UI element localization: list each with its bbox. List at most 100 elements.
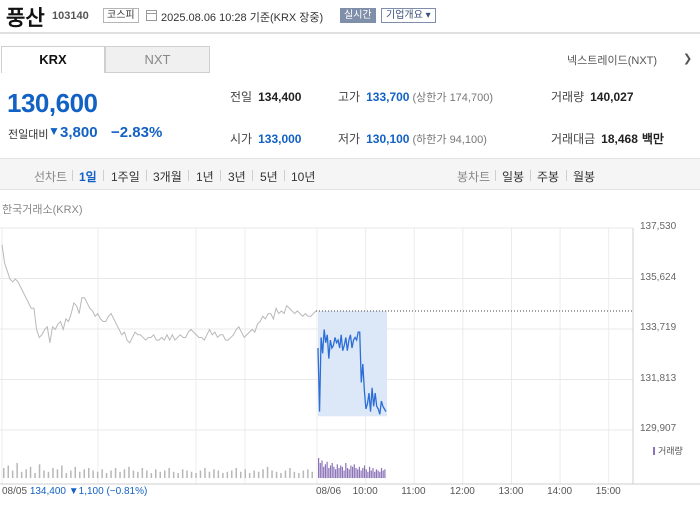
down-arrow-icon: ▼: [68, 486, 79, 497]
period-1d[interactable]: 1일: [79, 170, 97, 184]
quote-timestamp: 2025.08.06 10:28 기준(KRX 장중): [161, 9, 323, 25]
x-tick-label: 12:00: [449, 486, 475, 497]
volume-bar: [235, 468, 237, 478]
volume-bar: [52, 468, 54, 478]
volume-bar: [195, 473, 197, 478]
volume-bar: [384, 469, 386, 479]
volume-bar: [377, 470, 379, 478]
volume-bar: [326, 461, 328, 479]
prev-day-price-line: [1, 244, 317, 344]
volume-item: 거래량 140,027: [551, 88, 634, 105]
divider: [566, 170, 567, 181]
volume-bar: [7, 465, 9, 478]
volume-bar: [164, 470, 166, 478]
volume-bar: [47, 471, 50, 479]
realtime-button[interactable]: 실시간: [340, 8, 376, 23]
diff-rate: −2.83%: [111, 124, 163, 141]
volume-bar: [128, 466, 130, 479]
company-overview-label: 기업개요: [386, 10, 423, 21]
period-5y[interactable]: 5년: [260, 170, 278, 184]
chevron-right-icon[interactable]: ❯: [683, 53, 693, 65]
stock-name: 풍산: [6, 7, 45, 30]
volume-bar: [20, 471, 23, 479]
volume-bar: [114, 468, 117, 478]
volume-bar: [146, 470, 148, 478]
timestamp-value: 2025.08.06 10:28: [161, 12, 247, 24]
prev-close-label: 전일: [230, 90, 253, 104]
volume-bar: [311, 471, 313, 479]
low-value: 130,100: [366, 132, 410, 146]
volume-bar: [177, 473, 179, 478]
volume-bar: [248, 473, 251, 478]
stock-code: 103140: [52, 10, 89, 22]
period-10y[interactable]: 10년: [291, 170, 316, 184]
volume-bar: [362, 468, 364, 478]
diff-label: 전일대비: [8, 129, 49, 141]
volume-bar: [341, 466, 343, 479]
open-label: 시가: [230, 132, 253, 146]
volume-bar: [370, 470, 372, 478]
volume-bar: [318, 458, 320, 478]
volume-bar: [231, 470, 233, 478]
volume-bar: [88, 468, 90, 478]
x-tick-label: 11:00: [401, 486, 426, 497]
candle-daily[interactable]: 일봉: [502, 170, 525, 184]
divider: [188, 170, 189, 181]
volume-bar: [375, 469, 377, 479]
volume-bar: [331, 463, 333, 478]
high-label: 고가: [338, 90, 361, 104]
divider: [530, 170, 531, 181]
volume-bar: [302, 470, 305, 478]
volume-bar: [105, 473, 108, 478]
candle-monthly[interactable]: 월봉: [573, 170, 596, 184]
candle-weekly[interactable]: 주봉: [537, 170, 560, 184]
period-1w[interactable]: 1주일: [111, 170, 140, 184]
volume-bar: [262, 469, 264, 479]
prev-day-price: 134,400: [29, 486, 66, 497]
volume-bar: [204, 468, 206, 478]
amount-item: 거래대금 18,468 백만: [551, 130, 664, 147]
nextrade-link[interactable]: 넥스트레이드(NXT): [567, 55, 658, 67]
volume-legend-swatch: [653, 447, 655, 455]
amount-label: 거래대금: [551, 132, 596, 146]
volume-bar: [333, 466, 335, 479]
today-price-line: [317, 329, 387, 415]
volume-bar: [3, 468, 5, 478]
y-tick-label: 137,530: [640, 221, 677, 232]
tab-krx[interactable]: KRX: [1, 46, 105, 73]
divider: [252, 170, 253, 181]
low-item: 저가 130,100 (하한가 94,100): [338, 130, 487, 147]
volume-legend: 거래량: [653, 444, 683, 457]
price-chart: [0, 227, 700, 485]
volume-bar: [96, 471, 99, 479]
high-item: 고가 133,700 (상한가 174,700): [338, 88, 493, 105]
period-3y[interactable]: 3년: [228, 170, 246, 184]
volume-bar: [257, 471, 260, 479]
volume-bar: [34, 473, 36, 478]
market-badge: 코스피: [103, 8, 139, 23]
volume-bar: [336, 464, 338, 479]
volume-bar: [323, 466, 325, 479]
volume-value: 140,027: [590, 90, 634, 104]
volume-bar: [150, 473, 153, 478]
volume-bar: [137, 471, 139, 479]
volume-bar: [208, 471, 211, 479]
volume-bar: [293, 471, 296, 479]
diff-value: 3,800: [60, 124, 98, 141]
x-tick-label: 13:00: [498, 486, 524, 497]
tab-nxt[interactable]: NXT: [105, 46, 210, 73]
volume-bar: [374, 471, 376, 479]
divider: [220, 170, 221, 181]
volume-bar: [367, 471, 369, 479]
volume-bar: [335, 469, 337, 479]
volume-bar: [363, 465, 366, 478]
volume-bar: [123, 469, 126, 479]
volume-bar: [307, 469, 309, 479]
period-3m[interactable]: 3개월: [153, 170, 182, 184]
company-overview-button[interactable]: 기업개요 ▾: [381, 8, 436, 23]
volume-bar: [181, 469, 184, 479]
volume-bar: [190, 471, 193, 479]
prev-day-summary: 08/05 134,400 ▼1,100 (−0.81%): [2, 486, 147, 497]
volume-bar: [372, 468, 374, 478]
period-1y[interactable]: 1년: [196, 170, 214, 184]
